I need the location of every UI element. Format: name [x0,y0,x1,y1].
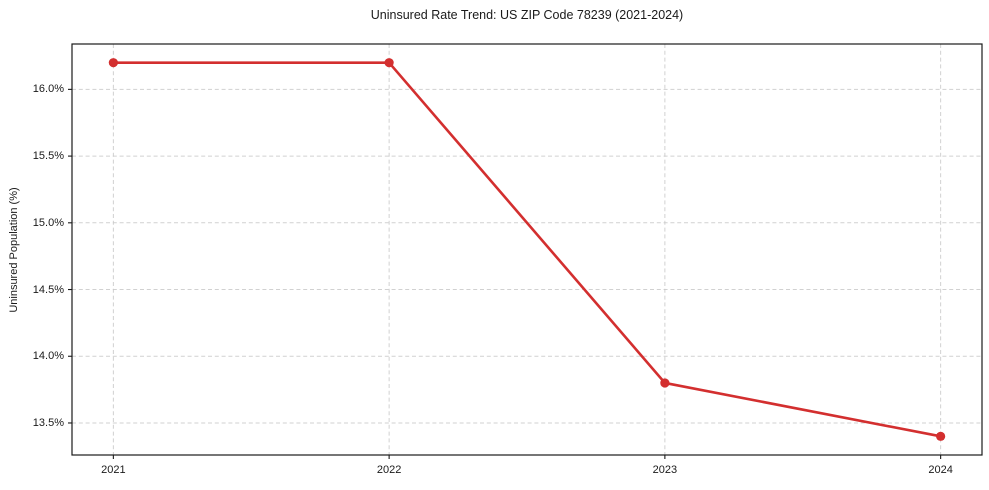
x-tick-label: 2023 [652,464,678,476]
y-tick-label: 15.0% [32,216,64,229]
plot-border [71,43,983,456]
chart-title: Uninsured Rate Trend: US ZIP Code 78239 … [370,8,684,22]
data-point-marker [660,378,670,388]
data-point-marker [384,58,394,68]
y-tick-label: 15.5% [32,150,64,163]
x-tick-label: 2022 [376,464,402,476]
y-tick-label: 14.5% [32,283,64,296]
y-tick-label: 13.5% [32,416,64,429]
x-tick-label: 2021 [101,464,126,476]
data-point-marker [936,431,946,441]
y-tick-label: 16.0% [32,83,64,96]
x-tick-label: 2024 [928,464,953,476]
data-point-marker [108,58,118,68]
trend-line [112,61,942,438]
y-tick-label: 14.0% [32,350,64,363]
